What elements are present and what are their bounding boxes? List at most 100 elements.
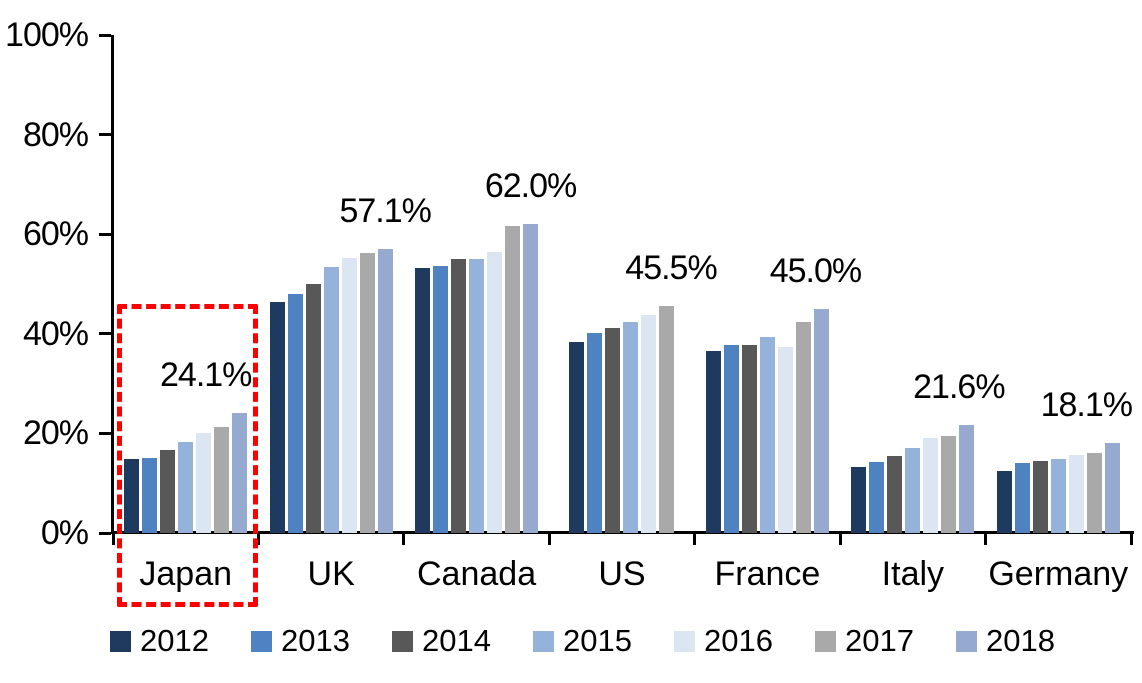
y-tick-mark: [99, 33, 111, 37]
x-tick-mark: [111, 533, 115, 545]
bar-uk-2013: [287, 294, 303, 533]
bar-japan-2014: [160, 450, 176, 533]
y-axis-line: [111, 35, 114, 534]
bar-japan-2017: [214, 427, 230, 533]
legend-label: 2012: [140, 623, 209, 658]
bar-france-2017: [795, 322, 811, 533]
legend-label: 2016: [704, 623, 773, 658]
bar-canada-2013: [433, 266, 449, 533]
data-label-us: 45.5%: [625, 249, 717, 288]
bar-group-canada: [404, 35, 549, 533]
data-label-canada: 62.0%: [484, 167, 577, 206]
bar-uk-2018: [377, 249, 393, 533]
bar-italy-2012: [851, 467, 867, 533]
bar-canada-2017: [505, 226, 521, 533]
legend-swatch-2016: [674, 630, 695, 652]
x-tick-mark: [984, 533, 988, 545]
data-label-japan: 24.1%: [160, 355, 252, 394]
bar-canada-2014: [451, 259, 467, 533]
y-tick-mark: [99, 431, 111, 435]
category-label-germany: Germany: [988, 555, 1129, 593]
legend-item-2018: 2018: [956, 624, 1097, 658]
bar-canada-2018: [523, 224, 539, 533]
y-tick-label: 60%: [22, 215, 89, 254]
bar-group-italy: [840, 35, 985, 533]
x-axis-line: [111, 531, 1134, 534]
legend-item-2017: 2017: [815, 624, 956, 658]
bar-japan-2018: [232, 413, 248, 533]
y-tick-mark: [99, 332, 111, 336]
bar-canada-2012: [415, 268, 431, 533]
data-label-france: 45.0%: [769, 251, 862, 290]
bar-uk-2012: [269, 302, 285, 533]
legend-label: 2013: [281, 623, 350, 658]
bar-germany-2015: [1050, 459, 1066, 533]
bar-us-2015: [623, 322, 639, 533]
bar-japan-2012: [124, 459, 140, 533]
bar-us-2013: [587, 333, 603, 533]
y-tick-mark: [99, 232, 111, 236]
data-label-germany: 18.1%: [1040, 385, 1133, 424]
highlight-box-japan: [117, 304, 258, 607]
legend-label: 2018: [986, 623, 1055, 658]
x-tick-mark: [256, 533, 260, 545]
legend-item-2015: 2015: [533, 624, 674, 658]
bar-italy-2013: [869, 462, 885, 533]
bar-france-2012: [705, 351, 721, 533]
data-label-italy: 21.6%: [913, 368, 1005, 407]
bar-france-2018: [813, 309, 829, 533]
legend: 2012 2013 2014 2015 2016 2017 2018: [110, 624, 1097, 658]
legend-swatch-2017: [815, 630, 836, 652]
legend-swatch-2014: [392, 630, 413, 652]
x-tick-mark: [547, 533, 551, 545]
bar-germany-2013: [1014, 463, 1030, 533]
x-tick-mark: [838, 533, 842, 545]
bar-uk-2017: [359, 253, 375, 533]
legend-swatch-2018: [956, 630, 977, 652]
legend-swatch-2013: [251, 630, 272, 652]
bar-japan-2013: [142, 458, 158, 533]
x-tick-mark: [693, 533, 697, 545]
bar-canada-2015: [469, 259, 485, 533]
bar-uk-2014: [305, 284, 321, 533]
legend-label: 2017: [845, 623, 914, 658]
legend-item-2014: 2014: [392, 624, 533, 658]
y-tick-label: 0%: [40, 514, 89, 552]
category-label-france: France: [714, 555, 821, 593]
bar-germany-2017: [1086, 453, 1102, 533]
bar-us-2016: [641, 315, 657, 533]
bar-us-2012: [569, 342, 585, 533]
legend-item-2016: 2016: [674, 624, 815, 658]
category-label-italy: Italy: [881, 555, 945, 593]
bar-group-uk: [258, 35, 403, 533]
y-tick-mark: [99, 133, 111, 137]
bar-us-2017: [659, 306, 675, 533]
bar-group-japan: [113, 35, 258, 533]
bar-germany-2014: [1032, 461, 1048, 533]
legend-item-2012: 2012: [110, 624, 251, 658]
legend-swatch-2015: [533, 630, 554, 652]
bar-france-2013: [723, 345, 739, 533]
bar-uk-2015: [323, 267, 339, 533]
y-tick-label: 100%: [5, 16, 89, 54]
y-tick-mark: [99, 531, 111, 535]
bar-italy-2015: [905, 448, 921, 533]
bar-italy-2014: [887, 456, 903, 533]
category-label-japan: Japan: [139, 555, 233, 593]
bar-group-france: [695, 35, 840, 533]
bar-italy-2017: [941, 436, 957, 533]
x-tick-mark: [1129, 533, 1133, 545]
bar-japan-2016: [196, 433, 212, 533]
category-label-us: US: [598, 555, 646, 593]
legend-label: 2015: [563, 623, 632, 658]
bar-uk-2016: [341, 258, 357, 533]
y-tick-label: 40%: [22, 314, 89, 353]
category-label-uk: UK: [307, 555, 355, 593]
category-label-canada: Canada: [417, 555, 537, 593]
legend-item-2013: 2013: [251, 624, 392, 658]
bar-france-2015: [759, 337, 775, 533]
bar-canada-2016: [487, 252, 503, 533]
bar-group-us: [549, 35, 694, 533]
bar-italy-2016: [923, 438, 939, 533]
